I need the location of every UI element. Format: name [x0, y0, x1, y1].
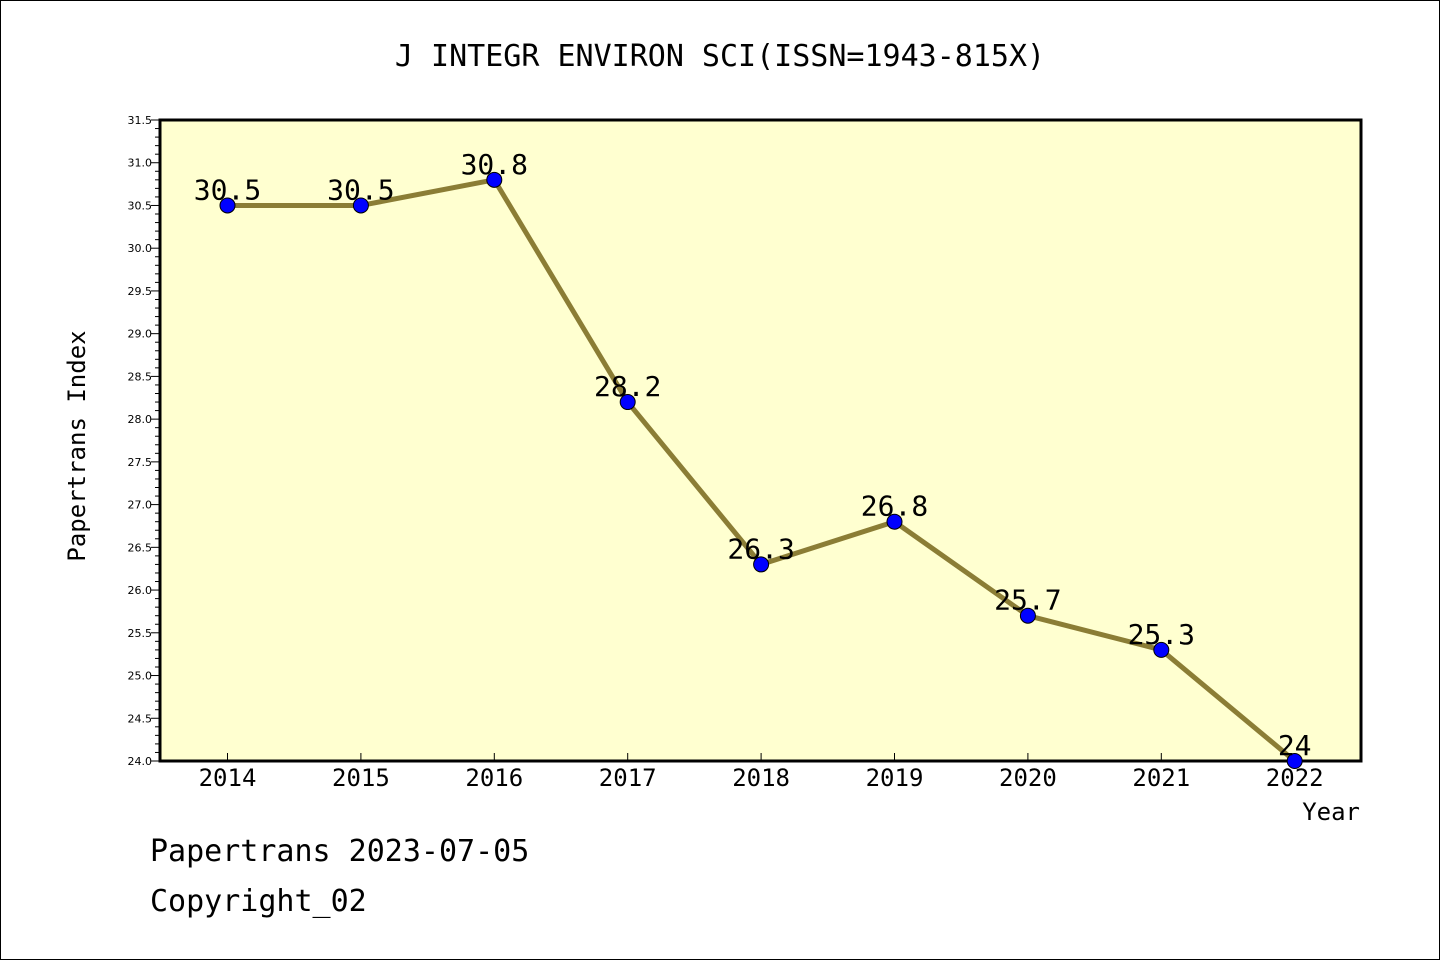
x-tick-label: 2021 [1132, 764, 1190, 792]
y-tick-label: 31.5 [128, 114, 153, 127]
y-tick-label: 26.5 [128, 541, 153, 554]
footer-source: Papertrans 2023-07-05 [150, 834, 530, 869]
y-tick-label: 26.0 [128, 584, 153, 597]
data-label: 25.7 [994, 584, 1061, 617]
data-label: 30.5 [327, 173, 394, 206]
y-tick-label: 31.0 [128, 157, 153, 170]
x-tick-label: 2014 [199, 764, 257, 792]
series-line [219, 171, 1303, 769]
y-tick-label: 24.5 [128, 712, 153, 725]
y-tick-label: 27.5 [128, 456, 153, 469]
data-label: 24 [1278, 729, 1312, 762]
data-point [352, 197, 369, 214]
data-point [753, 556, 770, 573]
data-point [619, 394, 636, 411]
y-tick-label: 25.0 [128, 670, 153, 683]
x-axis: 2014 2015 2016 2017 2018 2019 2020 2021 2022 [199, 753, 1324, 792]
data-point [886, 513, 903, 530]
data-label: 28.2 [594, 370, 661, 403]
data-label: 26.3 [727, 532, 794, 565]
footer-copyright: Copyright_02 [150, 884, 367, 919]
data-label: 25.3 [1128, 618, 1195, 651]
data-point [1286, 753, 1303, 769]
y-tick-label: 28.0 [128, 413, 153, 426]
x-axis-label: Year [1302, 798, 1360, 826]
x-tick-label: 2016 [465, 764, 523, 792]
x-tick-label: 2019 [866, 764, 924, 792]
y-tick-label: 29.0 [128, 328, 153, 341]
x-tick-label: 2017 [599, 764, 657, 792]
x-tick-label: 2018 [732, 764, 790, 792]
y-tick-label: 29.5 [128, 285, 153, 298]
y-tick-label: 25.5 [128, 627, 153, 640]
y-tick-label: 30.5 [128, 199, 153, 212]
data-point [219, 197, 236, 214]
data-labels: 30.5 30.5 30.8 28.2 26.3 26.8 25.7 25.3 24 [194, 148, 1312, 762]
data-label: 26.8 [861, 490, 928, 523]
x-tick-label: 2020 [999, 764, 1057, 792]
data-point [486, 171, 503, 188]
y-tick-label: 27.0 [128, 499, 153, 512]
y-axis-label: Papertrans Index [63, 330, 91, 561]
x-tick-label: 2015 [332, 764, 390, 792]
data-label: 30.8 [461, 148, 528, 181]
y-tick-label: 24.0 [128, 755, 153, 768]
y-tick-label: 30.0 [128, 242, 153, 255]
y-tick-label: 28.5 [128, 370, 153, 383]
data-label: 30.5 [194, 173, 261, 206]
data-point [1153, 641, 1170, 658]
chart-title: J INTEGR ENVIRON SCI(ISSN=1943-815X) [395, 39, 1045, 74]
data-point [1019, 607, 1036, 624]
y-axis: 24.0 24.5 25.0 25.5 26.0 26.5 27.0 27.5 28.0 28.5… [128, 114, 160, 768]
